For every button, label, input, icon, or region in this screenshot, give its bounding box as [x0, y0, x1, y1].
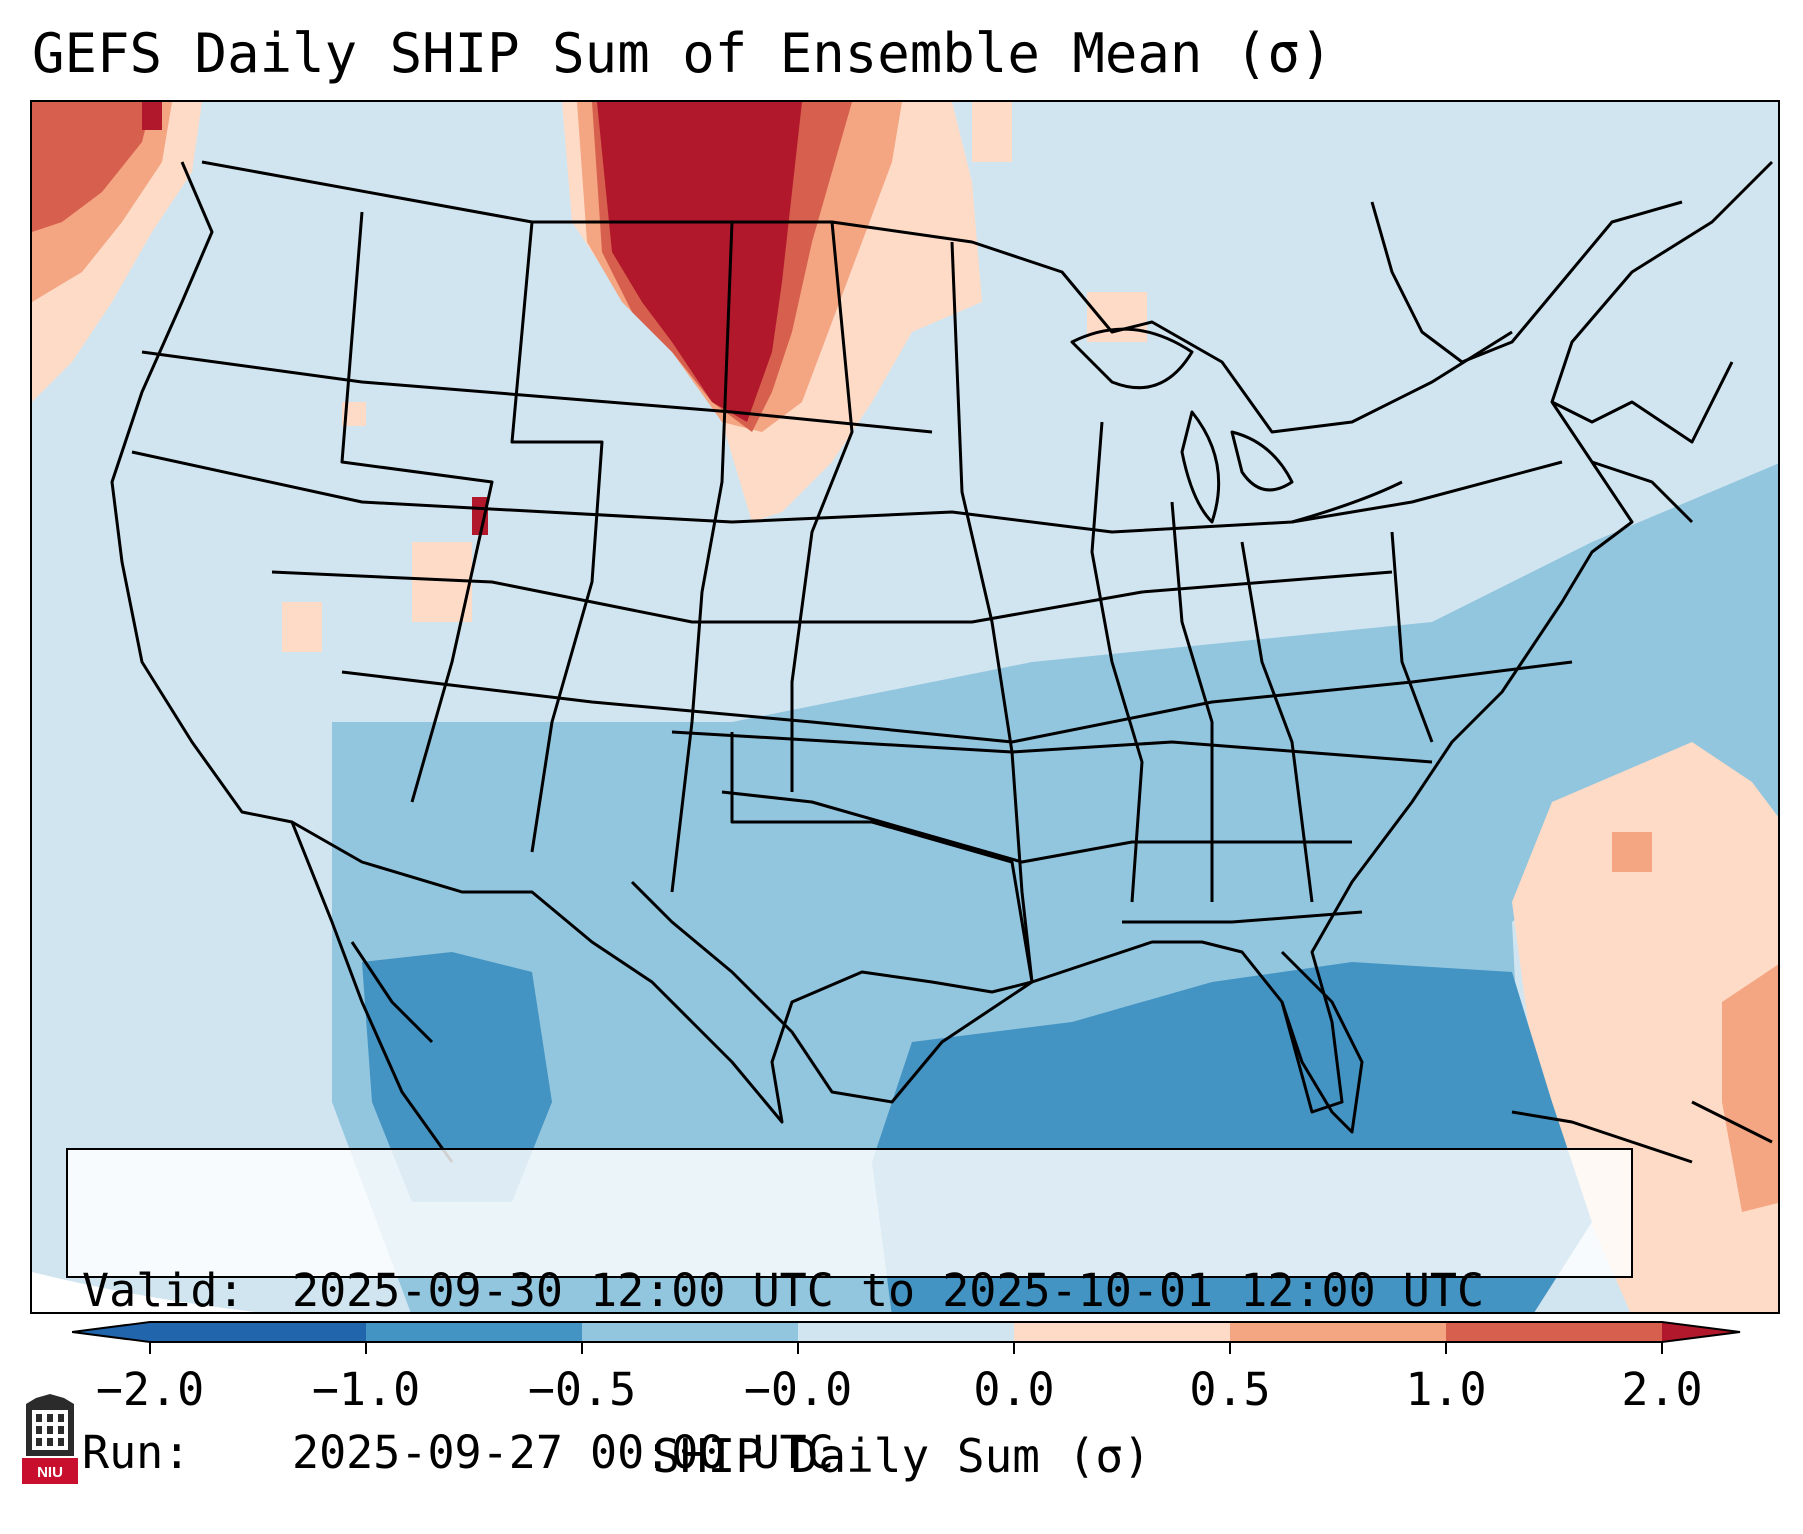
map-svg — [32, 102, 1778, 1312]
colorbar-svg — [71, 1321, 1741, 1354]
colorbar-label: SHIP Daily Sum (σ) — [652, 1429, 1151, 1483]
colorbar-tick-label: 0.0 — [973, 1363, 1055, 1416]
chart-title: GEFS Daily SHIP Sum of Ensemble Mean (σ) — [32, 22, 1333, 85]
run-label: Run: — [82, 1426, 191, 1479]
colorbar-segment-4 — [798, 1322, 1014, 1342]
run-value: 2025-09-27 00:00 UTC — [292, 1426, 834, 1479]
colorbar-ticks — [149, 1342, 1663, 1354]
colorbar-segment-3 — [582, 1322, 798, 1342]
colorbar-segment-6 — [1230, 1322, 1446, 1342]
colorbar-extend-high — [1662, 1322, 1740, 1342]
valid-label: Valid: — [82, 1264, 245, 1317]
colorbar-tick-label: −2.0 — [95, 1363, 205, 1416]
colorbar-segment-7 — [1446, 1322, 1662, 1342]
pacific-warm-region — [32, 102, 202, 402]
niu-logo: NIU — [22, 1394, 78, 1484]
colorbar-tick-label: −1.0 — [311, 1363, 421, 1416]
colorbar-segment-2 — [366, 1322, 582, 1342]
valid-value: 2025-09-30 12:00 UTC to 2025-10-01 12:00… — [292, 1264, 1485, 1317]
colorbar-segment-5 — [1014, 1322, 1230, 1342]
valid-run-info-box: Valid: 2025-09-30 12:00 UTC to 2025-10-01… — [66, 1148, 1633, 1479]
colorbar-extend-low — [72, 1322, 150, 1342]
valid-row: Valid: 2025-09-30 12:00 UTC to 2025-10-01… — [82, 1264, 1617, 1318]
scattered-warm-cells — [282, 102, 1147, 652]
northern-plains-hotspot — [562, 102, 982, 522]
colorbar-tick-label: 0.5 — [1189, 1363, 1271, 1416]
colorbar — [71, 1320, 1752, 1364]
outside-projection — [32, 1272, 256, 1312]
map-panel — [30, 100, 1780, 1314]
logo-text: NIU — [37, 1464, 63, 1481]
colorbar-tick-label: −0.0 — [743, 1363, 853, 1416]
state-borders — [110, 160, 1774, 1164]
colorbar-tick-label: 2.0 — [1621, 1363, 1703, 1416]
run-row: Run: 2025-09-27 00:00 UTC — [82, 1426, 1617, 1480]
colorbar-tick-label: 1.0 — [1405, 1363, 1487, 1416]
mexico-strong-negative — [362, 952, 552, 1202]
colorbar-tick-label: −0.5 — [527, 1363, 637, 1416]
colorbar-segment-1 — [150, 1322, 366, 1342]
